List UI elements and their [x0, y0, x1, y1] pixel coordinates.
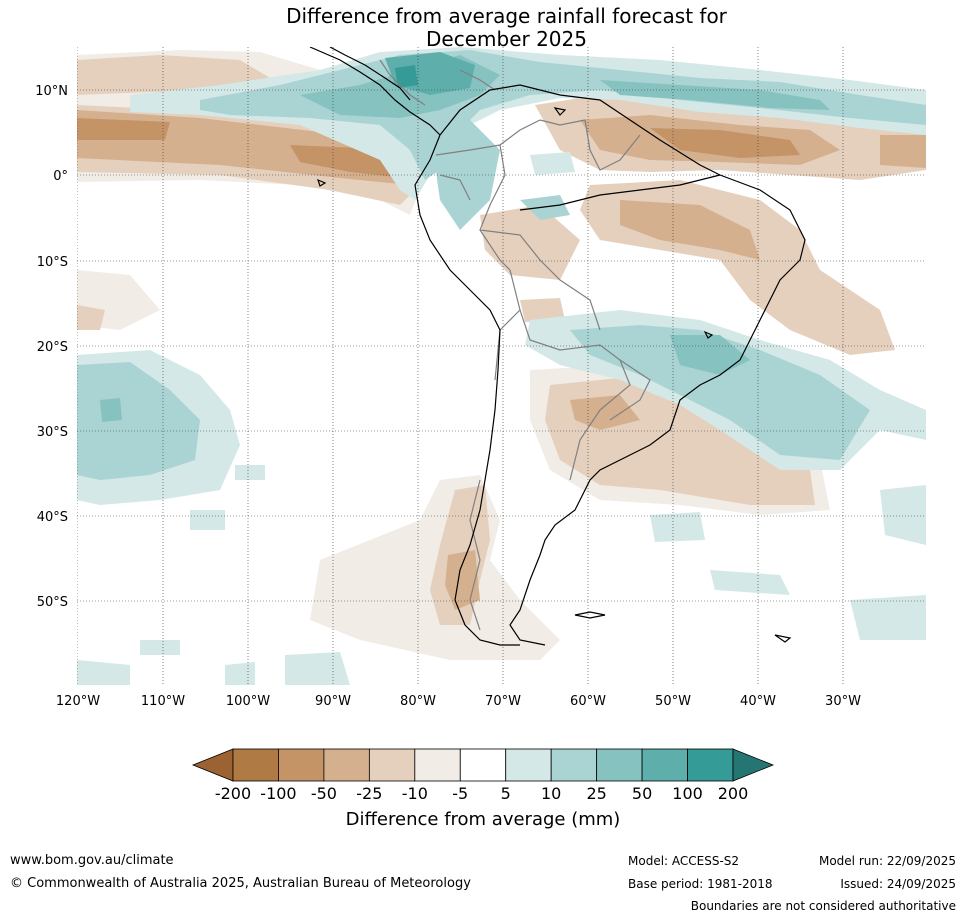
lon-label: 60°W	[570, 694, 606, 709]
lon-label: 120°W	[56, 694, 100, 709]
colorbar-swatch	[278, 748, 325, 782]
colorbar-swatch	[505, 748, 552, 782]
copyright-text: © Commonwealth of Australia 2025, Austra…	[10, 876, 471, 891]
lon-label: 90°W	[315, 694, 351, 709]
colorbar-swatch	[323, 748, 370, 782]
website-link[interactable]: www.bom.gov.au/climate	[10, 853, 174, 868]
lon-label: 40°W	[740, 694, 776, 709]
wet-region-sacz-mid	[570, 325, 870, 460]
colorbar-tick-label: -50	[311, 784, 337, 803]
colorbar-tick-label: -10	[402, 784, 428, 803]
dry-region-central-brazil-core	[620, 200, 760, 260]
colorbar-tick-label: 10	[541, 784, 561, 803]
lon-label: 70°W	[485, 694, 521, 709]
colorbar-tick-label: -25	[356, 784, 382, 803]
wet-region-se-pacific-mid	[77, 362, 200, 480]
dry-region-pacific-south-core	[77, 305, 105, 330]
lat-label: 10°S	[37, 255, 68, 270]
base-period: Base period: 1981-2018	[628, 877, 773, 891]
colorbar-tick-label: -100	[260, 784, 296, 803]
coastlines	[309, 47, 806, 646]
wet-region-caribbean-peak	[395, 65, 418, 88]
longitude-labels: 120°W 110°W 100°W 90°W 80°W 70°W 60°W 50…	[56, 694, 861, 709]
latitude-labels: 10°N 0° 10°S 20°S 30°S 40°S 50°S	[35, 84, 68, 610]
wet-region-south-atlantic-3	[850, 595, 926, 640]
wet-region-amazon-patch	[520, 195, 570, 220]
dry-region-guianas-inner	[650, 128, 800, 158]
wet-region-pacific-south-2	[190, 510, 225, 530]
wet-region-bottom-2	[285, 652, 350, 685]
rainfall-anomaly-fields	[77, 47, 926, 685]
dry-region-pantanal	[520, 298, 565, 322]
wet-region-south-atlantic-2	[710, 570, 790, 595]
colorbar-swatch	[550, 748, 598, 782]
colorbar-swatch	[596, 748, 643, 782]
colorbar	[191, 748, 775, 782]
wet-region-se-pacific-core	[100, 398, 122, 422]
lat-label: 20°S	[37, 340, 68, 355]
boundaries-disclaimer: Boundaries are not considered authoritat…	[690, 899, 956, 913]
colorbar-tick-labels: -200 -100 -50 -25 -10 -5 5 10 25 50 100 200	[215, 784, 748, 803]
lat-label: 30°S	[37, 425, 68, 440]
wet-region-sacz-core	[670, 335, 750, 375]
wet-region-amazon-patch-2	[530, 152, 575, 175]
lat-label: 50°S	[37, 595, 68, 610]
wet-region-bottom-1	[77, 660, 130, 685]
model-name: Model: ACCESS-S2	[628, 854, 740, 868]
map-title-line2: December 2025	[426, 27, 587, 51]
lon-label: 30°W	[825, 694, 861, 709]
colorbar-swatch	[232, 748, 279, 782]
wet-region-south-atlantic-4	[880, 485, 926, 545]
colorbar-swatch	[687, 748, 734, 782]
lon-label: 110°W	[141, 694, 185, 709]
colorbar-tick-label: 5	[501, 784, 511, 803]
lon-label: 50°W	[655, 694, 691, 709]
dry-region-eq-pacific-core	[77, 118, 410, 178]
colorbar-swatch	[368, 748, 416, 782]
dry-region-atlantic-east	[880, 135, 926, 168]
wet-region-bottom-3	[140, 640, 180, 655]
colorbar-tick-label: -200	[215, 784, 251, 803]
colorbar-swatch	[414, 748, 461, 782]
colorbar-tick-label: 100	[672, 784, 703, 803]
colorbar-extend-low	[191, 748, 234, 782]
colorbar-tick-label: 200	[718, 784, 749, 803]
issued-date: Issued: 24/09/2025	[840, 877, 956, 891]
lat-label: 10°N	[35, 84, 68, 99]
map-gridlines	[77, 47, 926, 685]
colorbar-swatch	[459, 748, 507, 782]
model-run-date: Model run: 22/09/2025	[818, 854, 956, 868]
colorbar-extend-high	[732, 748, 775, 782]
country-borders	[379, 59, 651, 631]
lon-label: 80°W	[400, 694, 436, 709]
lat-label: 40°S	[37, 510, 68, 525]
wet-region-south-atlantic-1	[650, 512, 705, 542]
colorbar-tick-label: -5	[452, 784, 468, 803]
colorbar-tick-label: 50	[632, 784, 652, 803]
colorbar-swatch	[641, 748, 688, 782]
map-title-line1: Difference from average rainfall forecas…	[286, 4, 727, 28]
wet-region-pacific-south-3	[235, 465, 265, 480]
lat-label: 0°	[53, 169, 68, 184]
lon-label: 100°W	[226, 694, 270, 709]
colorbar-title: Difference from average (mm)	[346, 809, 621, 830]
dry-region-la-plata-core	[570, 395, 640, 430]
wet-region-bottom-4	[225, 662, 255, 685]
colorbar-tick-label: 25	[586, 784, 606, 803]
